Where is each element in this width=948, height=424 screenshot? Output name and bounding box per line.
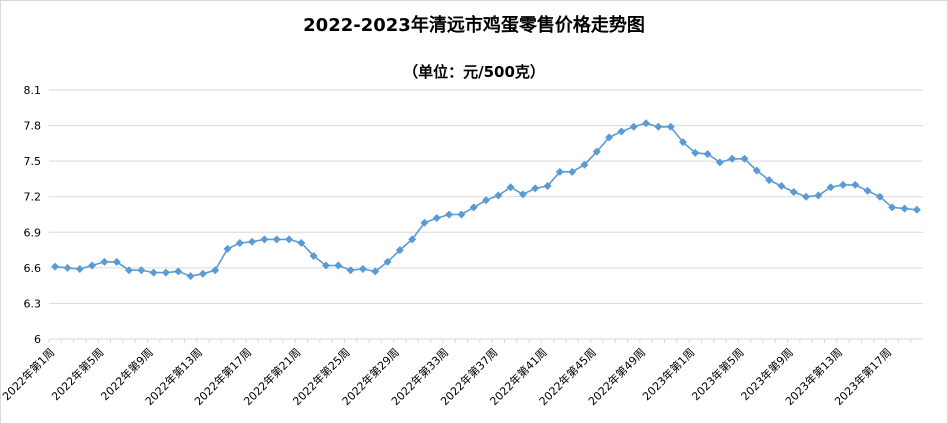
data-point bbox=[592, 147, 601, 156]
data-point bbox=[260, 235, 269, 244]
data-point bbox=[691, 148, 700, 157]
data-point bbox=[420, 218, 429, 227]
data-point bbox=[334, 261, 343, 270]
data-point bbox=[617, 127, 626, 136]
data-point bbox=[863, 186, 872, 195]
data-point bbox=[654, 122, 663, 131]
data-point bbox=[445, 210, 454, 219]
data-point bbox=[100, 257, 109, 266]
data-point bbox=[285, 235, 294, 244]
data-point bbox=[63, 263, 72, 272]
data-point bbox=[568, 167, 577, 176]
data-point bbox=[457, 210, 466, 219]
data-point bbox=[494, 191, 503, 200]
data-point bbox=[51, 262, 60, 271]
data-point bbox=[605, 133, 614, 142]
data-point bbox=[383, 257, 392, 266]
data-point bbox=[112, 257, 121, 266]
data-point bbox=[666, 122, 675, 131]
data-point bbox=[531, 184, 540, 193]
data-point bbox=[888, 203, 897, 212]
data-point bbox=[88, 261, 97, 270]
data-point bbox=[728, 154, 737, 163]
data-point bbox=[629, 122, 638, 131]
data-point bbox=[802, 192, 811, 201]
data-point bbox=[838, 180, 847, 189]
data-point bbox=[469, 203, 478, 212]
data-point bbox=[814, 191, 823, 200]
data-point bbox=[186, 272, 195, 281]
y-tick-label: 8.1 bbox=[24, 84, 42, 97]
data-point bbox=[765, 176, 774, 185]
data-point bbox=[518, 190, 527, 199]
data-point bbox=[161, 268, 170, 277]
data-point bbox=[174, 267, 183, 276]
data-point bbox=[678, 138, 687, 147]
y-tick-label: 6.6 bbox=[24, 262, 42, 275]
data-point bbox=[789, 187, 798, 196]
data-point bbox=[248, 237, 257, 246]
data-point bbox=[777, 182, 786, 191]
data-point bbox=[297, 238, 306, 247]
data-point bbox=[321, 261, 330, 270]
data-point bbox=[235, 238, 244, 247]
data-point bbox=[912, 205, 921, 214]
data-point bbox=[346, 266, 355, 275]
data-point bbox=[272, 235, 281, 244]
y-tick-label: 6 bbox=[34, 333, 41, 346]
data-point bbox=[309, 252, 318, 260]
data-point bbox=[75, 265, 84, 274]
data-point bbox=[715, 158, 724, 167]
data-point bbox=[875, 192, 884, 201]
data-point bbox=[740, 154, 749, 163]
chart-title: 2022-2023年清远市鸡蛋零售价格走势图 bbox=[303, 15, 645, 36]
data-point bbox=[408, 235, 417, 244]
data-point bbox=[642, 119, 651, 128]
data-point bbox=[543, 182, 552, 191]
data-point bbox=[371, 267, 380, 276]
y-tick-label: 7.2 bbox=[24, 191, 42, 204]
data-point bbox=[482, 196, 490, 205]
data-point bbox=[432, 214, 441, 223]
data-point bbox=[223, 244, 232, 253]
data-point bbox=[395, 246, 404, 255]
data-point bbox=[580, 160, 589, 169]
data-point bbox=[506, 183, 515, 192]
data-point bbox=[198, 269, 207, 278]
data-point bbox=[826, 183, 835, 192]
data-point bbox=[211, 266, 220, 275]
data-point bbox=[149, 268, 158, 277]
data-point bbox=[900, 204, 909, 213]
data-point bbox=[555, 167, 564, 176]
data-point bbox=[851, 180, 860, 189]
data-point bbox=[137, 266, 146, 275]
data-point bbox=[125, 266, 134, 275]
y-tick-label: 7.5 bbox=[24, 155, 42, 168]
chart-subtitle: （单位：元/500克） bbox=[403, 63, 545, 81]
y-tick-label: 6.9 bbox=[24, 226, 42, 239]
data-point bbox=[703, 150, 712, 159]
y-tick-label: 6.3 bbox=[24, 297, 42, 310]
data-point bbox=[752, 166, 761, 175]
y-tick-label: 7.8 bbox=[24, 120, 42, 133]
data-point bbox=[358, 265, 367, 274]
